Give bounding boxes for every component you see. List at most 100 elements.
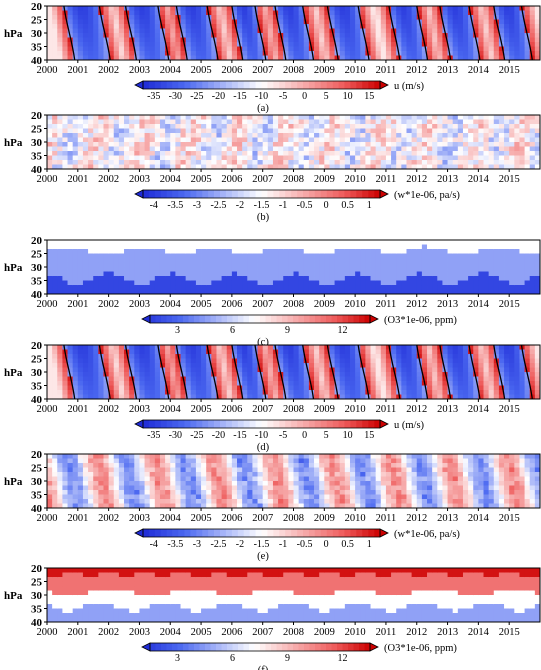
heatmap-cell bbox=[375, 253, 382, 259]
heatmap-cell bbox=[288, 155, 294, 161]
heatmap-cell bbox=[427, 390, 433, 395]
heatmap-cell bbox=[129, 390, 135, 395]
heatmap-cell bbox=[447, 367, 454, 373]
heatmap-cell bbox=[432, 276, 438, 281]
heatmap-cell bbox=[473, 155, 479, 161]
colorbar-swatch bbox=[302, 81, 310, 89]
heatmap-cell bbox=[344, 349, 351, 355]
heatmap-cell bbox=[257, 164, 264, 170]
heatmap-cell bbox=[88, 253, 94, 259]
heatmap-cell bbox=[93, 6, 99, 11]
heatmap-cell bbox=[293, 37, 300, 43]
heatmap-cell bbox=[375, 33, 382, 38]
heatmap-cell bbox=[427, 271, 433, 277]
heatmap-cell bbox=[170, 42, 176, 47]
heatmap-cell bbox=[344, 390, 351, 395]
heatmap-cell bbox=[134, 244, 140, 250]
heatmap-cell bbox=[272, 119, 279, 125]
heatmap-cell bbox=[262, 240, 269, 245]
heatmap-cell bbox=[231, 244, 238, 250]
heatmap-cell bbox=[488, 285, 495, 290]
heatmap-cell bbox=[483, 394, 490, 400]
heatmap-cell bbox=[483, 390, 490, 395]
heatmap-cell bbox=[175, 367, 181, 373]
heatmap-cell bbox=[380, 363, 387, 368]
heatmap-cell bbox=[519, 240, 525, 245]
heatmap-cell bbox=[252, 137, 258, 143]
heatmap-cell bbox=[349, 146, 356, 152]
colorbar-tick-label: -25 bbox=[190, 91, 203, 102]
heatmap-cell bbox=[272, 271, 279, 277]
heatmap-cell bbox=[57, 51, 63, 56]
colorbar-tick-label: -30 bbox=[169, 91, 182, 102]
heatmap-cell bbox=[216, 271, 223, 277]
heatmap-cell bbox=[319, 363, 325, 368]
heatmap-cell bbox=[175, 240, 181, 245]
heatmap-cell bbox=[93, 55, 99, 61]
heatmap-cell bbox=[314, 349, 320, 355]
heatmap-cell bbox=[144, 244, 151, 250]
heatmap-cell bbox=[385, 376, 392, 382]
heatmap-cell bbox=[272, 276, 279, 281]
heatmap-cell bbox=[437, 258, 443, 263]
heatmap-cell bbox=[190, 267, 197, 272]
zero-contour-line bbox=[326, 5, 339, 61]
heatmap-cell bbox=[57, 155, 63, 161]
heatmap-cell bbox=[488, 271, 495, 277]
heatmap-cell bbox=[319, 119, 325, 125]
heatmap-cell bbox=[185, 51, 192, 56]
heatmap-cell bbox=[411, 133, 418, 138]
heatmap-cell bbox=[344, 24, 351, 29]
heatmap-cell bbox=[370, 115, 377, 120]
heatmap-cell bbox=[211, 271, 217, 277]
heatmap-cell bbox=[52, 28, 58, 34]
y-tick-label: 20 bbox=[31, 340, 43, 352]
heatmap-cell bbox=[524, 51, 531, 56]
colorbar-swatch bbox=[199, 315, 206, 323]
heatmap-cell bbox=[391, 151, 397, 156]
heatmap-cell bbox=[324, 124, 330, 129]
heatmap-cell bbox=[483, 15, 490, 20]
heatmap-cell bbox=[62, 51, 68, 56]
heatmap-cell bbox=[231, 128, 238, 134]
heatmap-cell bbox=[226, 349, 233, 355]
heatmap-cell bbox=[442, 285, 448, 290]
heatmap-cell bbox=[247, 37, 253, 43]
heatmap-cell bbox=[488, 151, 495, 156]
heatmap-cell bbox=[252, 363, 258, 368]
heatmap-cell bbox=[57, 258, 63, 263]
heatmap-cell bbox=[473, 15, 479, 20]
heatmap-cell bbox=[473, 249, 479, 254]
heatmap-cell bbox=[329, 15, 335, 20]
x-tick-label: 2014 bbox=[468, 404, 490, 415]
heatmap-cell bbox=[442, 258, 448, 263]
heatmap-cell bbox=[124, 133, 130, 138]
heatmap-cell bbox=[185, 19, 192, 25]
heatmap-cell bbox=[165, 124, 171, 129]
heatmap-cell bbox=[185, 289, 192, 295]
heatmap-cell bbox=[211, 133, 217, 138]
heatmap-cell bbox=[257, 10, 264, 16]
heatmap-cell bbox=[519, 267, 525, 272]
heatmap-cell bbox=[437, 262, 443, 268]
heatmap-cell bbox=[303, 285, 310, 290]
heatmap-cell bbox=[385, 142, 392, 147]
heatmap-cell bbox=[221, 51, 228, 56]
heatmap-cell bbox=[437, 349, 443, 355]
heatmap-cell bbox=[401, 37, 407, 43]
heatmap-cell bbox=[283, 164, 289, 170]
heatmap-cell bbox=[391, 385, 397, 391]
heatmap-cell bbox=[339, 28, 346, 34]
heatmap-cell bbox=[529, 146, 536, 152]
heatmap-cell bbox=[237, 363, 243, 368]
heatmap-cell bbox=[98, 285, 104, 290]
heatmap-cell bbox=[201, 46, 207, 52]
heatmap-cell bbox=[57, 115, 63, 120]
heatmap-cell bbox=[401, 137, 407, 143]
heatmap-cell bbox=[88, 244, 94, 250]
heatmap-cell bbox=[416, 394, 423, 400]
heatmap-cell bbox=[319, 381, 325, 386]
heatmap-cell bbox=[509, 390, 515, 395]
heatmap-cell bbox=[493, 155, 500, 161]
heatmap-cell bbox=[283, 271, 289, 277]
